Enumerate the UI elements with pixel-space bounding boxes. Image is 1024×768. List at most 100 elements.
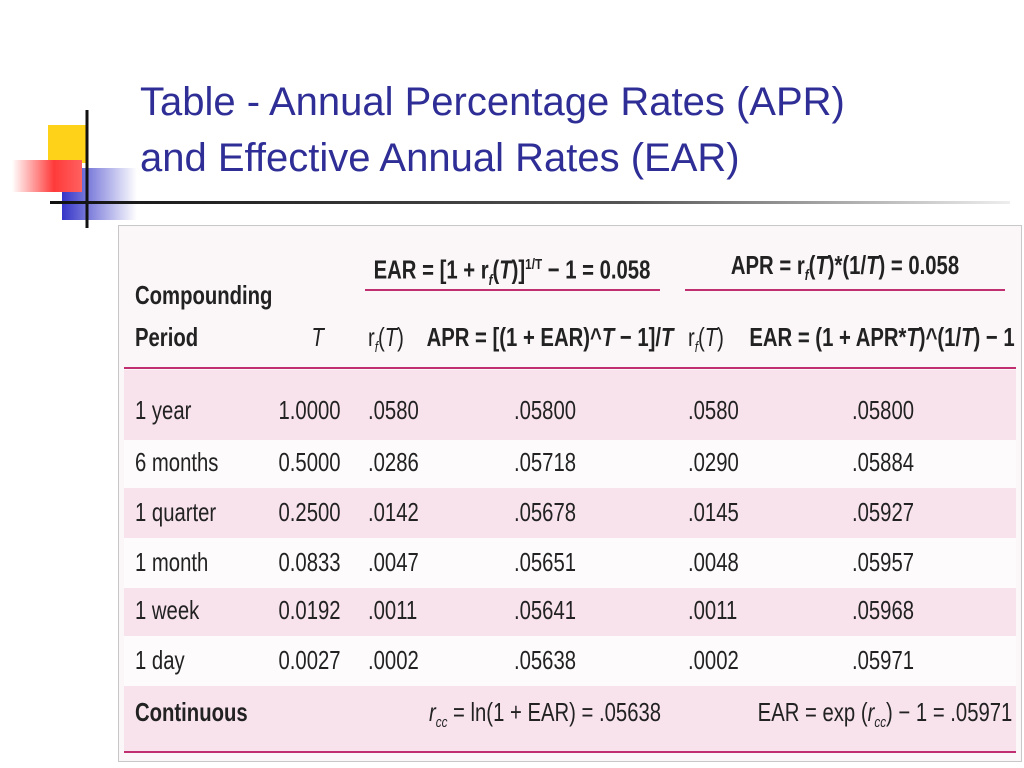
text: T [601,322,615,352]
table-cell: .0011 [368,595,418,625]
column-header: APR = [(1 + EAR)^T − 1]/T [427,322,674,352]
table-cell: .05927 [851,497,915,527]
table-cell: .05800 [851,395,915,425]
text: T [906,322,919,352]
table-cell: .05884 [851,447,915,477]
text: cc [874,714,887,732]
table-cell: 1 week [135,595,200,625]
table-cell: .0580 [688,395,739,425]
row-band [124,686,1016,752]
title-rule [50,201,1010,204]
row-band [124,588,1016,636]
text: ) = 0.058 [878,250,960,280]
table-cell: .05800 [513,395,577,425]
text: ( [808,250,816,280]
text: r [867,697,875,727]
table-cell: .05957 [851,547,915,577]
column-header: EAR = (1 + APR*T)^(1/T) − 1 [749,322,1014,352]
table-cell: .05678 [513,497,577,527]
text: APR = [(1 + EAR)^ [426,322,602,352]
text: ) − 1 [973,322,1015,352]
decoration [12,110,137,228]
continuous-formula: EAR = exp (rcc) − 1 = .05971 [757,697,1013,731]
text: f [804,267,809,285]
table-cell: .0048 [688,547,739,577]
text: ) [717,322,724,352]
table-cell: .0002 [688,645,739,675]
row-band [124,636,1016,686]
continuous-formula: rcc = ln(1 + EAR) = .05638 [428,697,662,731]
table-cell: 0.0192 [278,595,341,625]
table-cell: .0145 [688,497,739,527]
text: 1/T [525,256,543,273]
table-cell: .05718 [513,447,577,477]
text: EAR = [1 + r [373,254,489,285]
table-cell: .05968 [851,595,915,625]
text: APR = r [730,250,805,280]
text: f [488,271,493,289]
table-cell: .0286 [368,447,419,477]
row-band [124,370,1016,440]
table-cell: .05638 [513,645,577,675]
text: f [374,339,379,357]
table-cell: .0047 [368,547,419,577]
column-header: T [312,322,324,352]
table-cell: .0142 [368,497,419,527]
table-cell: 0.2500 [278,497,341,527]
text: r [368,322,375,352]
column-header: Period [135,322,199,352]
row-band [124,538,1016,588]
table-cell: .05971 [851,645,915,675]
text: r [428,697,436,727]
text: = ln(1 + EAR) = .05638 [447,697,662,727]
table-cell: .0580 [368,395,419,425]
table-cell: .05641 [513,595,577,625]
column-header: Compounding [135,280,273,310]
text: T [384,322,398,352]
text: ( [492,254,500,285]
table-cell: 6 months [135,447,219,477]
column-header: rf(T) [368,322,404,356]
text: ) − 1 = .05971 [886,697,1013,727]
table-cell: .0011 [688,595,738,625]
text: EAR = (1 + APR* [749,322,907,352]
text: r [688,322,695,352]
row-band [124,488,1016,538]
text: ( [378,322,385,352]
text: T [866,250,879,280]
table-cell: .05651 [513,547,577,577]
group-header: EAR = [1 + rf(T)]1/T − 1 = 0.058 [374,250,651,289]
text: T [961,322,974,352]
title-line: and Effective Annual Rates (EAR) [140,136,740,180]
table-cell: 1 year [135,395,192,425]
text: EAR = exp ( [757,697,868,727]
text: T [661,322,674,352]
text: cc [435,714,448,732]
text: T [499,254,512,285]
table-cell: 1 month [135,547,209,577]
text: )] [511,254,526,285]
table-cell: 0.0833 [278,547,341,577]
table-cell: 1.0000 [278,395,341,425]
text: T [815,250,828,280]
group-header: APR = rf(T)*(1/T) = 0.058 [730,250,960,284]
text: T [704,322,718,352]
text: − 1]/ [614,322,662,352]
text: )^(1/ [918,322,962,352]
text: ( [698,322,705,352]
text: f [694,339,699,357]
text: )*(1/ [827,250,867,280]
title-line: Table - Annual Percentage Rates (APR) [140,80,845,124]
table-cell: .0290 [688,447,739,477]
text: ) [397,322,404,352]
text: − 1 = 0.058 [542,254,651,285]
text: T [311,322,324,352]
continuous-label: Continuous [135,697,248,727]
row-band [124,440,1016,488]
table-cell: .0002 [368,645,419,675]
table-cell: 1 quarter [135,497,217,527]
table-cell: 0.0027 [278,645,341,675]
table-cell: 0.5000 [278,447,341,477]
column-header: rf(T) [688,322,724,356]
